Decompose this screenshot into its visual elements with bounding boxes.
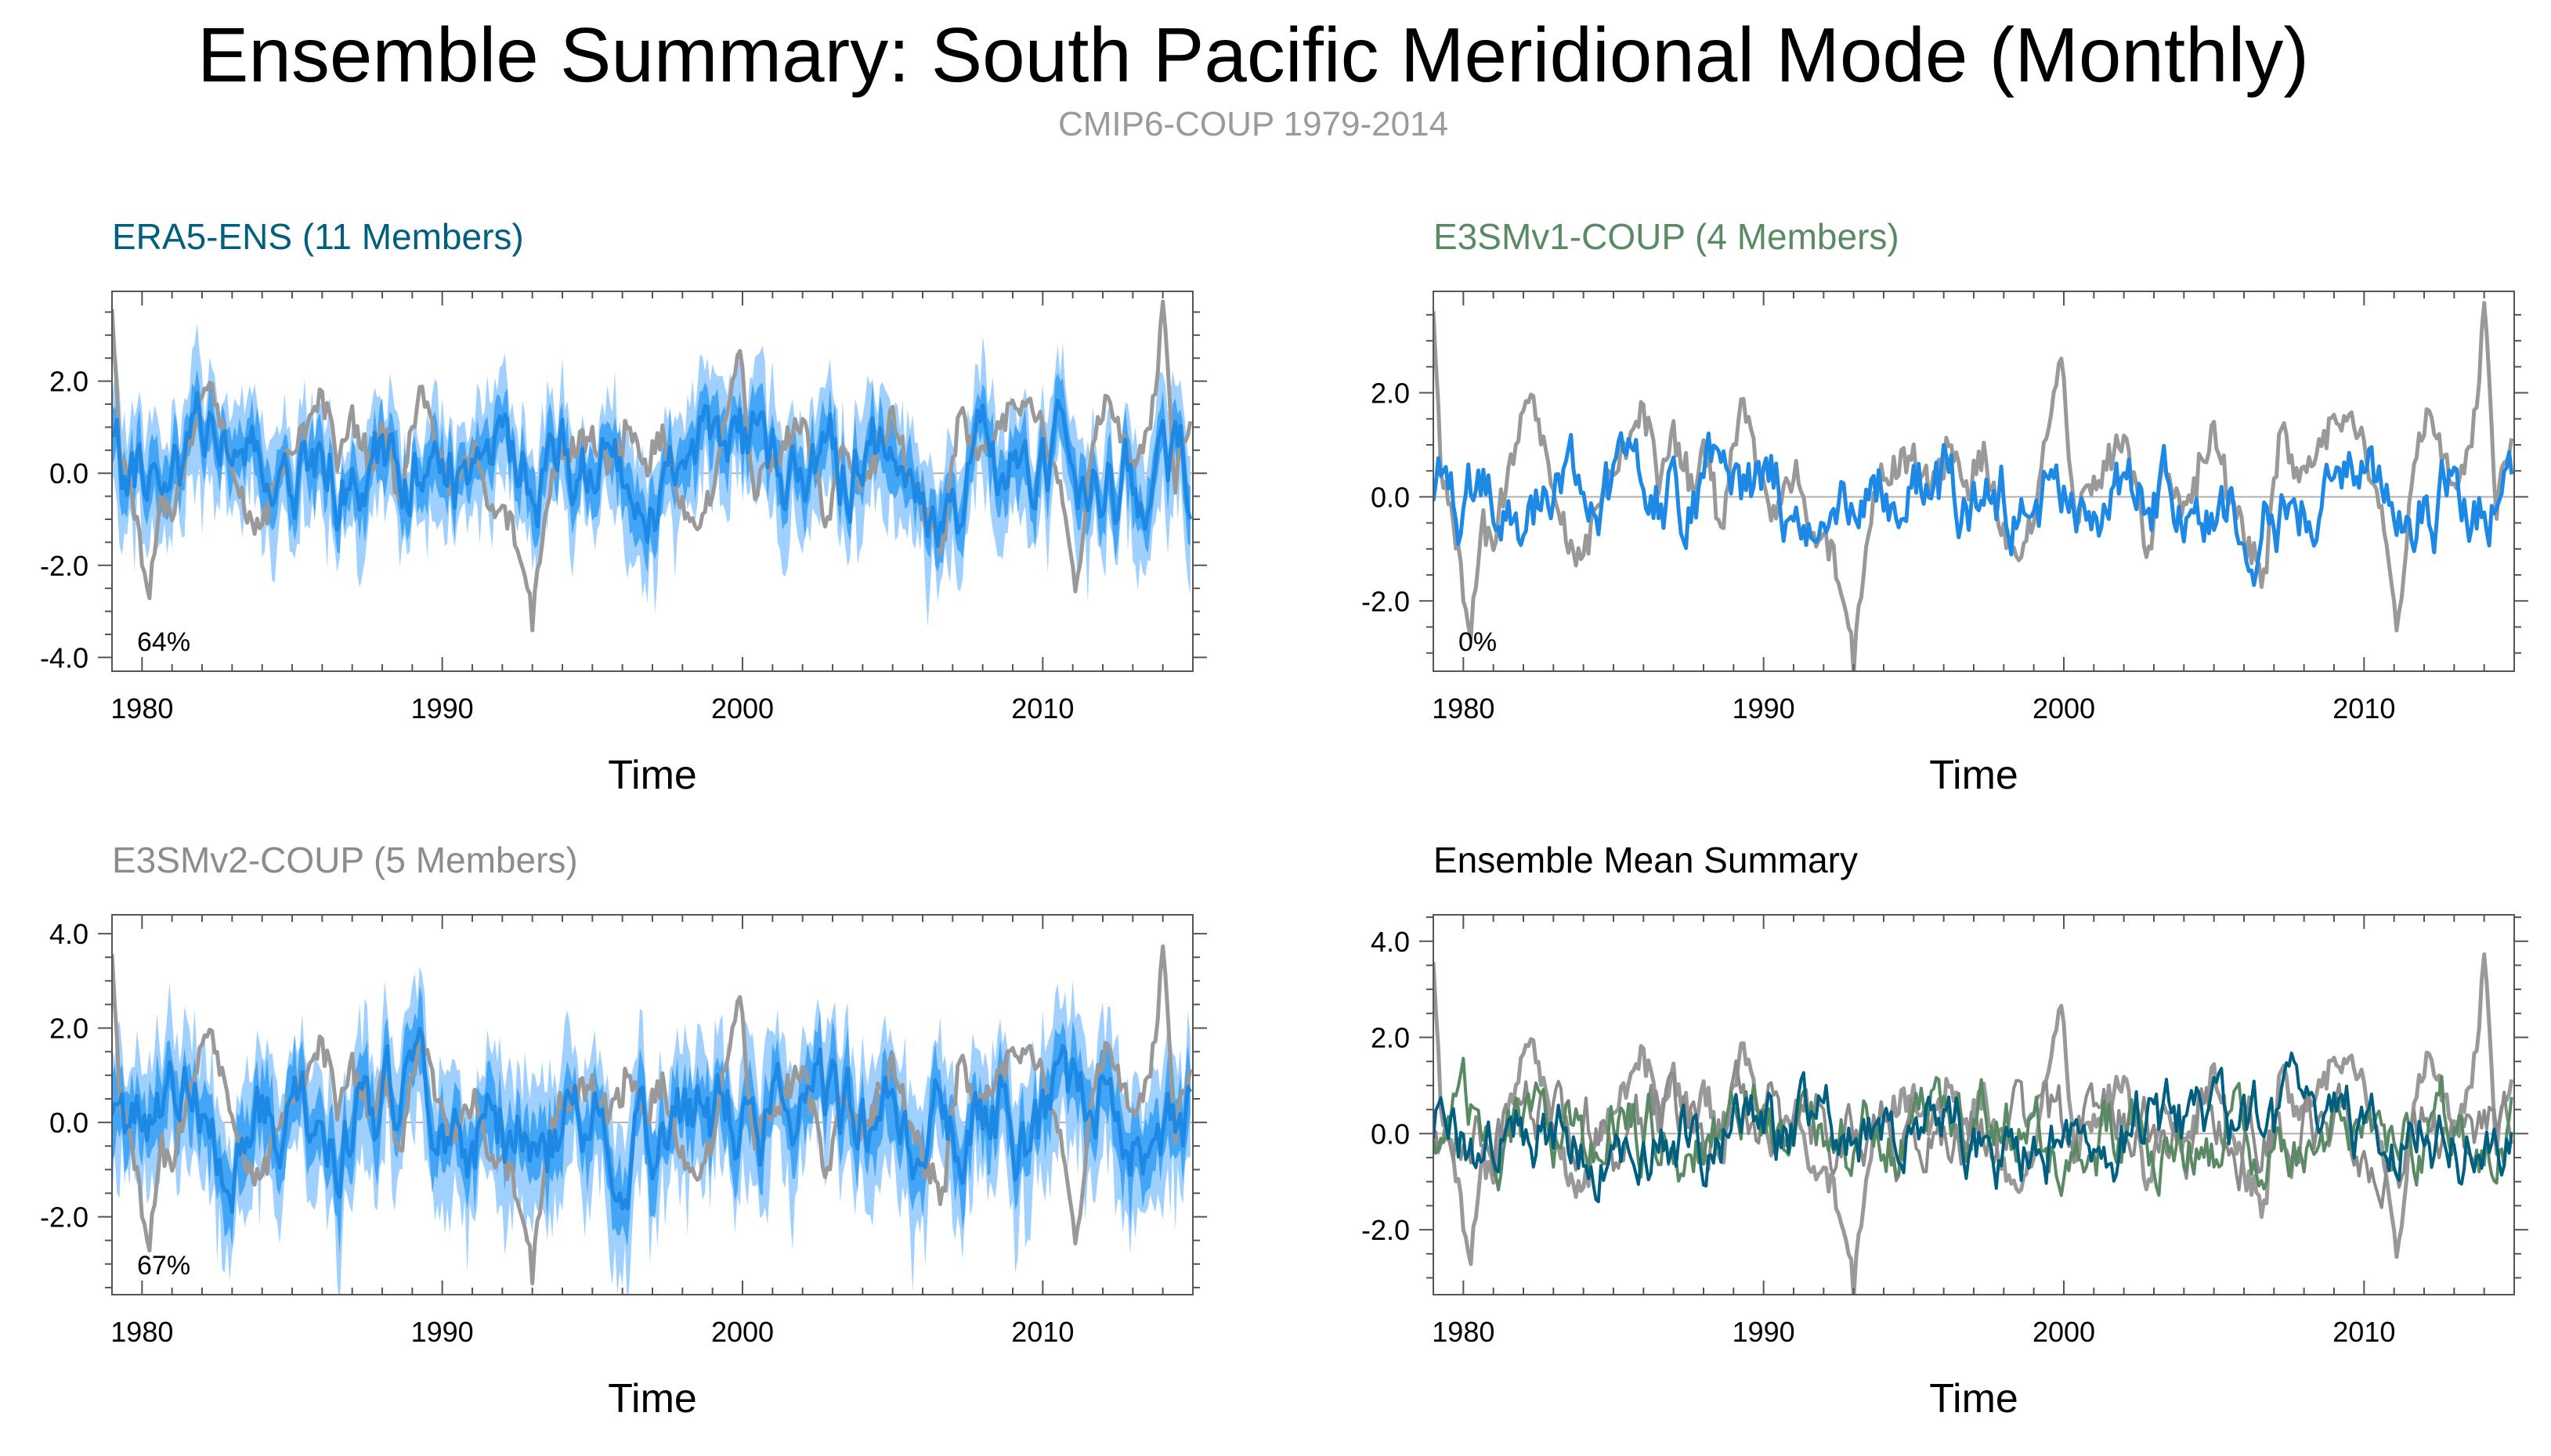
y-tick-label: 4.0 bbox=[49, 918, 89, 950]
x-axis-label-summary: Time bbox=[1929, 1376, 2018, 1422]
y-tick-label: 0.0 bbox=[49, 457, 89, 490]
x-tick-label-1980: 1980 bbox=[1432, 692, 1494, 724]
plot-area-e3smv2 bbox=[112, 944, 1193, 1295]
x-axis-label-e3smv2: Time bbox=[608, 1376, 697, 1422]
panel-e3smv2: E3SMv2-COUP (5 Members) 1980 1990 2000 2010 -… bbox=[40, 840, 1207, 1422]
y-tick-label: -2.0 bbox=[1361, 1214, 1410, 1246]
y-tick-label: -2.0 bbox=[1361, 585, 1410, 617]
y-tick-label: 0.0 bbox=[1371, 1118, 1410, 1150]
figure-subtitle: CMIP6-COUP 1979-2014 bbox=[1057, 105, 1449, 143]
panel-era5: ERA5-ENS (11 Members) 1980 1990 2000 2010 -4.… bbox=[40, 216, 1207, 798]
spread-inner-band bbox=[112, 368, 1191, 573]
annotation-e3smv2: 67% bbox=[137, 1251, 190, 1281]
y-tick-label: 0.0 bbox=[49, 1107, 89, 1139]
x-tick-label-1990: 1990 bbox=[411, 692, 474, 724]
panel-title-e3smv2: E3SMv2-COUP (5 Members) bbox=[112, 840, 578, 880]
panel-title-era5: ERA5-ENS (11 Members) bbox=[112, 216, 524, 257]
figure-title: Ensemble Summary: South Pacific Meridion… bbox=[197, 12, 2310, 98]
spread-inner-band bbox=[112, 986, 1191, 1255]
y-tick-label: 2.0 bbox=[49, 1013, 89, 1045]
x-tick-label-2010: 2010 bbox=[2332, 692, 2395, 724]
annotation-e3smv1: 0% bbox=[1458, 627, 1497, 657]
y-tick-label: 0.0 bbox=[1371, 481, 1410, 513]
y-tick-label: -2.0 bbox=[40, 1201, 89, 1234]
y-tick-label: -2.0 bbox=[40, 550, 89, 582]
x-tick-label-1990: 1990 bbox=[411, 1316, 474, 1348]
panel-summary: Ensemble Mean Summary 1980 1990 2000 2010 -2.… bbox=[1361, 840, 2528, 1422]
annotation-era5: 64% bbox=[137, 627, 190, 657]
series-ensemble-mean bbox=[112, 391, 1193, 548]
x-tick-label-2000: 2000 bbox=[2032, 692, 2095, 724]
x-tick-label-2000: 2000 bbox=[711, 692, 774, 724]
y-tick-label: 2.0 bbox=[1371, 378, 1410, 410]
series-era5-ens bbox=[1433, 1051, 2513, 1204]
panel-e3smv1: E3SMv1-COUP (4 Members) 1980 1990 2000 2010 -… bbox=[1361, 216, 2528, 798]
x-tick-label-2000: 2000 bbox=[711, 1316, 774, 1348]
panel-title-e3smv1: E3SMv1-COUP (4 Members) bbox=[1433, 216, 1899, 257]
x-tick-label-1980: 1980 bbox=[110, 692, 173, 724]
spread-outer-band bbox=[112, 323, 1191, 627]
plot-area-e3smv1 bbox=[1433, 301, 2514, 671]
series-ensemble-mean bbox=[1433, 431, 2514, 587]
x-axis-label-e3smv1: Time bbox=[1929, 753, 2018, 798]
x-tick-label-1990: 1990 bbox=[1733, 692, 1795, 724]
x-tick-label-1980: 1980 bbox=[110, 1316, 173, 1348]
x-tick-label-2010: 2010 bbox=[1011, 1316, 1074, 1348]
x-tick-label-1980: 1980 bbox=[1432, 1316, 1494, 1348]
x-tick-label-2010: 2010 bbox=[2332, 1316, 2395, 1348]
panel-title-summary: Ensemble Mean Summary bbox=[1433, 840, 1858, 880]
y-tick-label: -4.0 bbox=[40, 641, 89, 674]
x-tick-label-2000: 2000 bbox=[2032, 1316, 2095, 1348]
series-observed bbox=[112, 944, 1193, 1286]
y-tick-label: 4.0 bbox=[1371, 926, 1410, 958]
series-ensemble-mean bbox=[112, 1026, 1193, 1214]
x-tick-label-2010: 2010 bbox=[1011, 692, 1074, 724]
y-tick-label: 2.0 bbox=[1371, 1022, 1410, 1054]
plot-area-era5 bbox=[112, 299, 1193, 633]
plot-area-summary bbox=[1433, 952, 2514, 1295]
x-axis-label-era5: Time bbox=[608, 753, 697, 798]
y-tick-label: 2.0 bbox=[49, 366, 89, 398]
x-tick-label-1990: 1990 bbox=[1733, 1316, 1795, 1348]
series-observed bbox=[112, 299, 1193, 633]
